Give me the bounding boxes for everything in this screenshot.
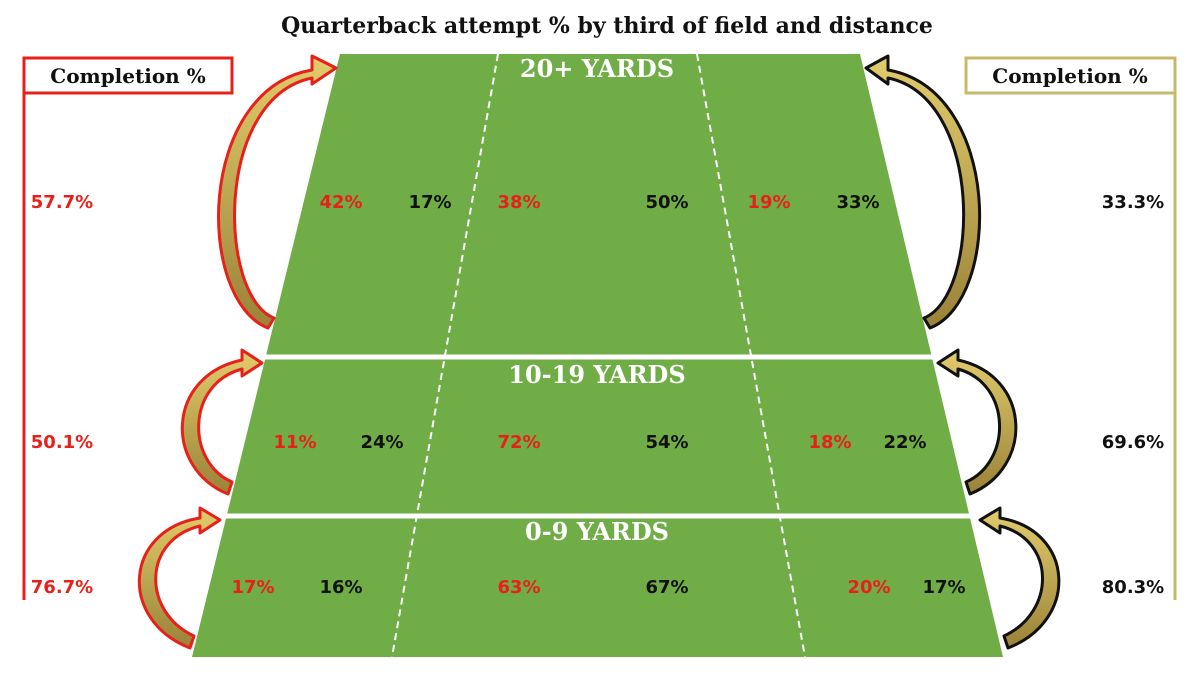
- cell-red-value: 18%: [808, 432, 851, 453]
- right-completion-header: Completion %: [964, 56, 1177, 600]
- cell-red-value: 17%: [231, 577, 274, 598]
- right-completion-value: 69.6%: [1102, 432, 1164, 453]
- cell-red-value: 19%: [747, 192, 790, 213]
- cell-black-value: 16%: [319, 577, 362, 598]
- right-completion-value: 33.3%: [1102, 192, 1164, 213]
- curved-arrow-icon: [936, 348, 1018, 496]
- left-completion-header: Completion %: [22, 56, 234, 600]
- left-arrows: [138, 54, 338, 650]
- cell-red-value: 72%: [497, 432, 540, 453]
- chart-title: Quarterback attempt % by third of field …: [281, 13, 933, 39]
- cell-black-value: 22%: [883, 432, 926, 453]
- left-completion-value: 76.7%: [31, 577, 93, 598]
- zone-row-short: 76.7% 17% 16% 63% 67% 20% 17% 80.3%: [31, 577, 1164, 598]
- left-completion-value: 57.7%: [31, 192, 93, 213]
- cell-black-value: 50%: [645, 192, 688, 213]
- cell-black-value: 17%: [408, 192, 451, 213]
- curved-arrow-icon: [217, 54, 338, 330]
- right-completion-value: 80.3%: [1102, 577, 1164, 598]
- cell-black-value: 54%: [645, 432, 688, 453]
- cell-red-value: 63%: [497, 577, 540, 598]
- left-header-label: Completion %: [50, 64, 205, 88]
- cell-red-value: 38%: [497, 192, 540, 213]
- cell-black-value: 17%: [922, 577, 965, 598]
- zone-row-intermediate: 50.1% 11% 24% 72% 54% 18% 22% 69.6%: [31, 432, 1164, 453]
- curved-arrow-icon: [181, 348, 264, 496]
- right-header-label: Completion %: [992, 64, 1147, 88]
- zone-label-deep: 20+ YARDS: [520, 54, 674, 83]
- cell-red-value: 11%: [273, 432, 316, 453]
- cell-black-value: 67%: [645, 577, 688, 598]
- zone-label-intermediate: 10-19 YARDS: [508, 360, 685, 389]
- cell-red-value: 20%: [847, 577, 890, 598]
- curved-arrow-icon: [138, 506, 222, 650]
- left-completion-value: 50.1%: [31, 432, 93, 453]
- curved-arrow-icon: [978, 506, 1061, 650]
- cell-black-value: 33%: [836, 192, 879, 213]
- cell-red-value: 42%: [319, 192, 362, 213]
- right-arrows: [864, 54, 1061, 650]
- zone-row-deep: 57.7% 42% 17% 38% 50% 19% 33% 33.3%: [31, 192, 1164, 213]
- zone-label-short: 0-9 YARDS: [525, 517, 669, 546]
- cell-black-value: 24%: [360, 432, 403, 453]
- curved-arrow-icon: [864, 54, 982, 330]
